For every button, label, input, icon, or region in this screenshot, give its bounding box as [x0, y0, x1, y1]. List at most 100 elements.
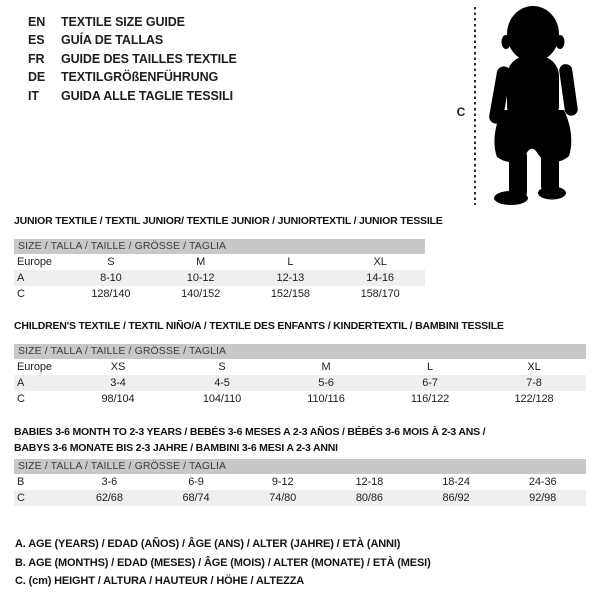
table-cell: 12-13: [276, 272, 305, 284]
footnote: A. AGE (YEARS) / EDAD (AÑOS) / ÂGE (ANS)…: [15, 538, 401, 550]
row-label: Europe: [17, 361, 52, 373]
table-cell: 80/86: [355, 492, 383, 504]
table-cell: 152/158: [270, 288, 310, 300]
row-cells: 3-4 4-5 5-6 6-7 7-8: [66, 375, 586, 391]
table-row: Europe S M L XL: [14, 254, 425, 270]
table-title-line: BABIES 3-6 MONTH TO 2-3 YEARS / BEBÉS 3-…: [14, 426, 486, 438]
footnotes: A. AGE (YEARS) / EDAD (AÑOS) / ÂGE (ANS)…: [15, 535, 431, 591]
table-cell: 24-36: [528, 476, 557, 488]
table-cell: 5-6: [318, 377, 334, 389]
language-code: DE: [28, 70, 46, 85]
row-label: B: [17, 476, 25, 488]
height-measure-line: [474, 7, 476, 205]
table-cell: 140/152: [181, 288, 221, 300]
table-cell: 74/80: [269, 492, 297, 504]
table-cell: 104/110: [202, 393, 242, 405]
table-cell: XL: [373, 256, 387, 268]
table-cell: 6-9: [188, 476, 204, 488]
row-label: C: [17, 393, 25, 405]
table-cell: S: [107, 256, 115, 268]
size-header-bar: SIZE / TALLA / TAILLE / GRÖSSE / TAGLIA: [14, 344, 586, 359]
table-title: CHILDREN'S TEXTILE / TEXTIL NIÑO/A / TEX…: [14, 320, 586, 333]
table-cell: 116/122: [410, 393, 450, 405]
row-label: C: [17, 492, 25, 504]
table-row: A 3-4 4-5 5-6 6-7 7-8: [14, 375, 586, 391]
row-cells: S M L XL: [66, 254, 425, 270]
language-code: FR: [28, 51, 45, 66]
footnote: C. (cm) HEIGHT / ALTURA / HAUTEUR / HÖHE…: [15, 575, 305, 587]
row-label: A: [17, 272, 25, 284]
babies-textile-table: BABIES 3-6 MONTH TO 2-3 YEARS / BEBÉS 3-…: [14, 425, 586, 506]
row-cells: 62/68 68/74 74/80 80/86 86/92 92/98: [66, 490, 586, 506]
table-cell: 9-12: [271, 476, 294, 488]
table-row: Europe XS S M L XL: [14, 359, 586, 375]
language-row: ES GUÍA DE TALLAS: [28, 31, 237, 49]
table-cell: 6-7: [422, 377, 438, 389]
table-cell: M: [196, 256, 206, 268]
table-cell: 62/68: [95, 492, 123, 504]
row-cells: 128/140 140/152 152/158 158/170: [66, 286, 425, 302]
language-title: GUÍA DE TALLAS: [61, 33, 164, 48]
table-title-line: CHILDREN'S TEXTILE / TEXTIL NIÑO/A / TEX…: [14, 320, 504, 332]
table-cell: XL: [527, 361, 541, 373]
language-title: GUIDE DES TAILLES TEXTILE: [61, 51, 237, 66]
language-list: EN TEXTILE SIZE GUIDE ES GUÍA DE TALLAS …: [28, 13, 237, 105]
table-rows: Europe S M L XL A 8-10 10-12 12-13 14-16 C 128…: [14, 254, 425, 302]
row-label: Europe: [17, 256, 52, 268]
table-cell: 14-16: [366, 272, 394, 284]
table-title: BABIES 3-6 MONTH TO 2-3 YEARS / BEBÉS 3-…: [14, 425, 586, 456]
row-cells: 98/104 104/110 110/116 116/122 122/128: [66, 391, 586, 407]
table-cell: 122/128: [514, 393, 554, 405]
row-cells: 3-6 6-9 9-12 12-18 18-24 24-36: [66, 474, 586, 490]
table-cell: 8-10: [100, 272, 122, 284]
table-cell: M: [321, 361, 331, 373]
language-row: DE TEXTILGRÖßENFÜHRUNG: [28, 68, 237, 86]
table-cell: 92/98: [529, 492, 557, 504]
table-cell: 110/116: [307, 393, 345, 405]
language-row: IT GUIDA ALLE TAGLIE TESSILI: [28, 87, 237, 105]
table-title-line: BABYS 3-6 MONATE BIS 2-3 JAHRE / BAMBINI…: [14, 441, 338, 454]
language-title: GUIDA ALLE TAGLIE TESSILI: [61, 88, 234, 103]
table-cell: 7-8: [526, 377, 542, 389]
language-code: ES: [28, 33, 45, 48]
table-cell: 18-24: [442, 476, 470, 488]
table-rows: B 3-6 6-9 9-12 12-18 18-24 24-36 C 62/68 68/74…: [14, 474, 586, 506]
language-row: FR GUIDE DES TAILLES TEXTILE: [28, 50, 237, 68]
row-cells: 8-10 10-12 12-13 14-16: [66, 270, 425, 286]
table-cell: 3-4: [110, 377, 126, 389]
row-cells: XS S M L XL: [66, 359, 586, 375]
table-rows: Europe XS S M L XL A 3-4 4-5 5-6 6-7 7-8 C 98/10…: [14, 359, 586, 407]
table-cell: XS: [110, 361, 126, 373]
language-row: EN TEXTILE SIZE GUIDE: [28, 13, 237, 31]
language-title: TEXTILE SIZE GUIDE: [61, 15, 185, 29]
footnote: B. AGE (MONTHS) / EDAD (MESES) / ÂGE (MO…: [15, 556, 431, 569]
table-cell: 86/92: [442, 492, 470, 504]
table-cell: 12-18: [355, 476, 384, 488]
table-cell: L: [287, 256, 294, 268]
table-row: C 62/68 68/74 74/80 80/86 86/92 92/98: [14, 490, 586, 506]
size-figure: C: [440, 0, 600, 215]
table-cell: 98/104: [101, 393, 135, 405]
language-title: TEXTILGRÖßENFÜHRUNG: [61, 70, 219, 85]
table-cell: S: [218, 361, 226, 373]
junior-textile-table: JUNIOR TEXTILE / TEXTIL JUNIOR/ TEXTILE …: [14, 215, 443, 302]
table-title: JUNIOR TEXTILE / TEXTIL JUNIOR/ TEXTILE …: [14, 215, 443, 228]
table-cell: L: [426, 361, 434, 373]
table-row: C 128/140 140/152 152/158 158/170: [14, 286, 425, 302]
table-cell: 128/140: [91, 288, 131, 300]
table-cell: 4-5: [214, 377, 230, 389]
language-code: IT: [28, 88, 39, 103]
table-row: A 8-10 10-12 12-13 14-16: [14, 270, 425, 286]
table-cell: 10-12: [186, 272, 215, 284]
row-label: C: [17, 288, 25, 300]
table-cell: 68/74: [182, 492, 210, 504]
row-label: A: [17, 377, 25, 389]
table-row: C 98/104 104/110 110/116 116/122 122/128: [14, 391, 586, 407]
table-cell: 3-6: [101, 476, 118, 488]
language-code: EN: [28, 15, 46, 29]
size-header-bar: SIZE / TALLA / TAILLE / GRÖSSE / TAGLIA: [14, 239, 425, 254]
height-label: C: [456, 105, 466, 119]
table-title-line: JUNIOR TEXTILE / TEXTIL JUNIOR/ TEXTILE …: [14, 215, 443, 227]
children-textile-table: CHILDREN'S TEXTILE / TEXTIL NIÑO/A / TEX…: [14, 320, 586, 407]
